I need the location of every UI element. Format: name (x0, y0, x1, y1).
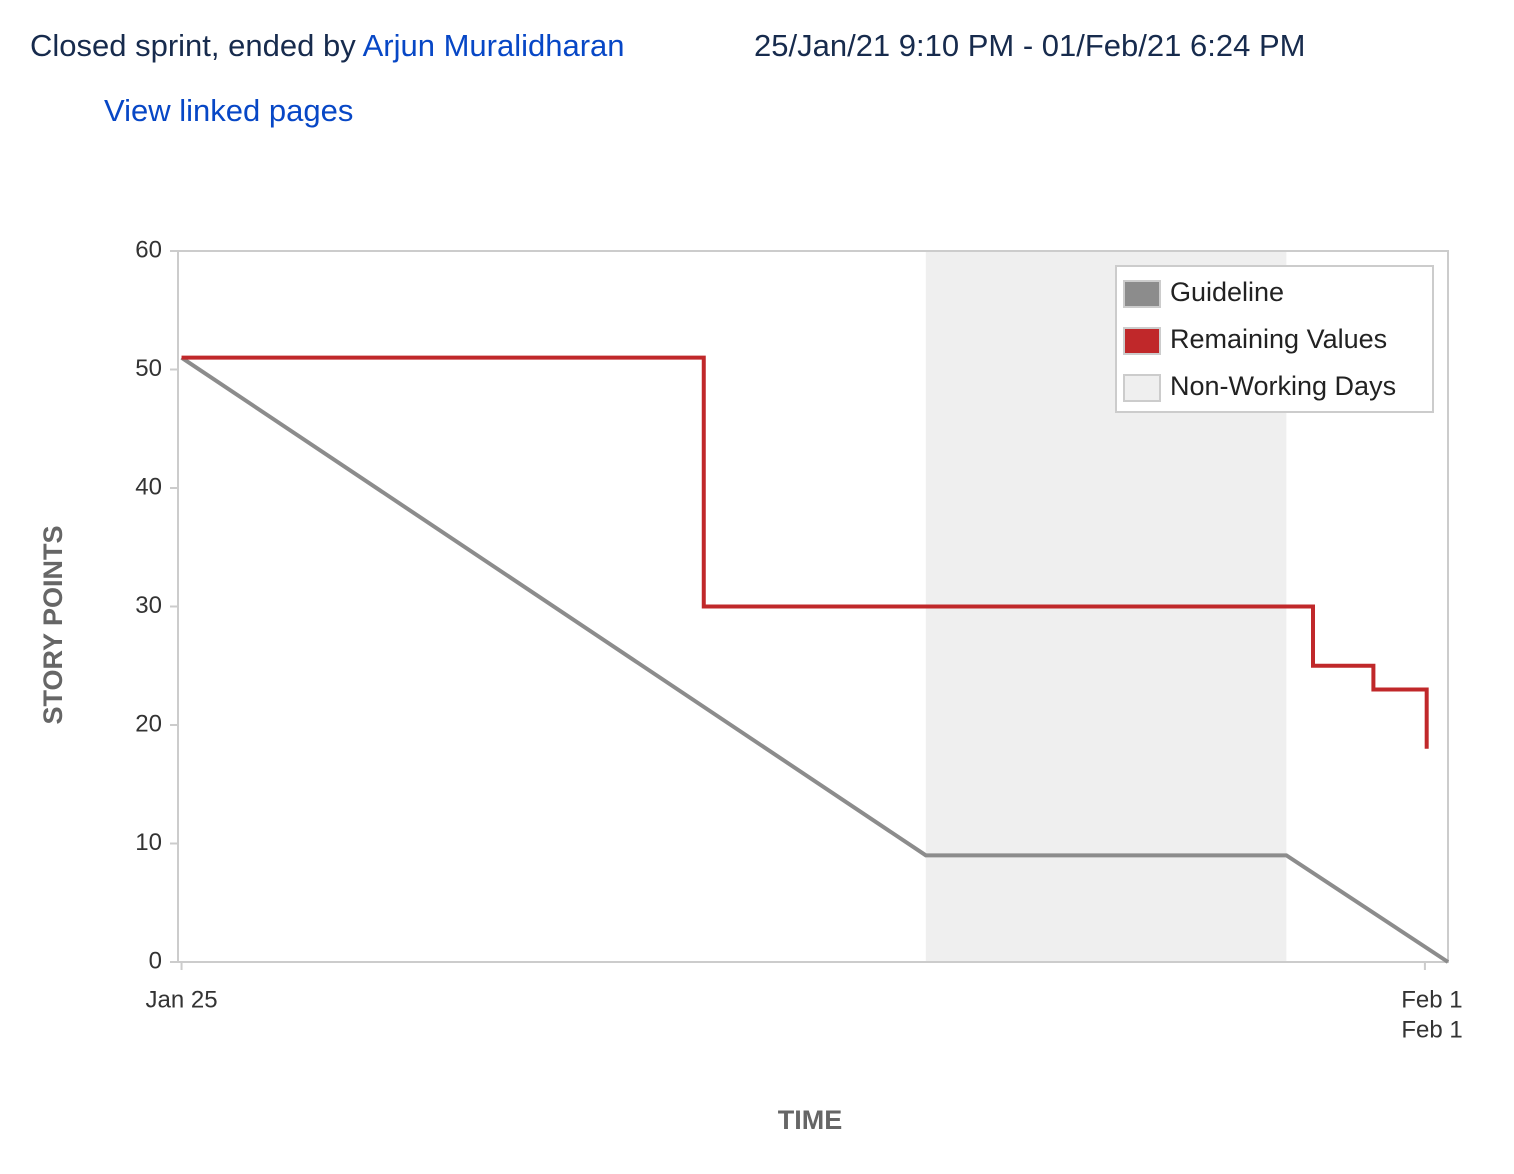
legend-label: Guideline (1170, 277, 1284, 307)
y-tick-label: 30 (135, 592, 162, 619)
x-tick-label: Jan 25 (146, 986, 218, 1013)
legend-swatch (1123, 327, 1161, 355)
status-text: Closed sprint, ended by (30, 28, 356, 63)
sprint-status: Closed sprint, ended by Arjun Muralidhar… (30, 28, 625, 64)
y-tick-label: 60 (135, 236, 162, 263)
legend-swatch (1123, 280, 1161, 308)
sprint-dates: 25/Jan/21 9:10 PM - 01/Feb/21 6:24 PM (754, 28, 1306, 63)
y-tick-label: 20 (135, 710, 162, 737)
x-tick-label: Feb 1 (1401, 986, 1462, 1013)
legend-label: Non-Working Days (1170, 371, 1396, 401)
legend-swatch (1123, 374, 1161, 402)
series-line (181, 355, 1429, 749)
x-axis-label: TIME (778, 1105, 843, 1135)
series-line (180, 355, 1450, 964)
legend-box (1115, 265, 1434, 413)
y-tick-label: 50 (135, 355, 162, 382)
legend-label: Remaining Values (1170, 324, 1387, 354)
y-axis-label: STORY POINTS (38, 525, 68, 724)
end-date-label: Feb 1 (1401, 1016, 1462, 1043)
linked-pages-link[interactable]: View linked pages (104, 93, 354, 128)
user-link[interactable]: Arjun Muralidharan (362, 28, 625, 63)
y-tick-label: 10 (135, 829, 162, 856)
y-tick-label: 40 (135, 473, 162, 500)
y-tick-label: 0 (149, 947, 162, 974)
